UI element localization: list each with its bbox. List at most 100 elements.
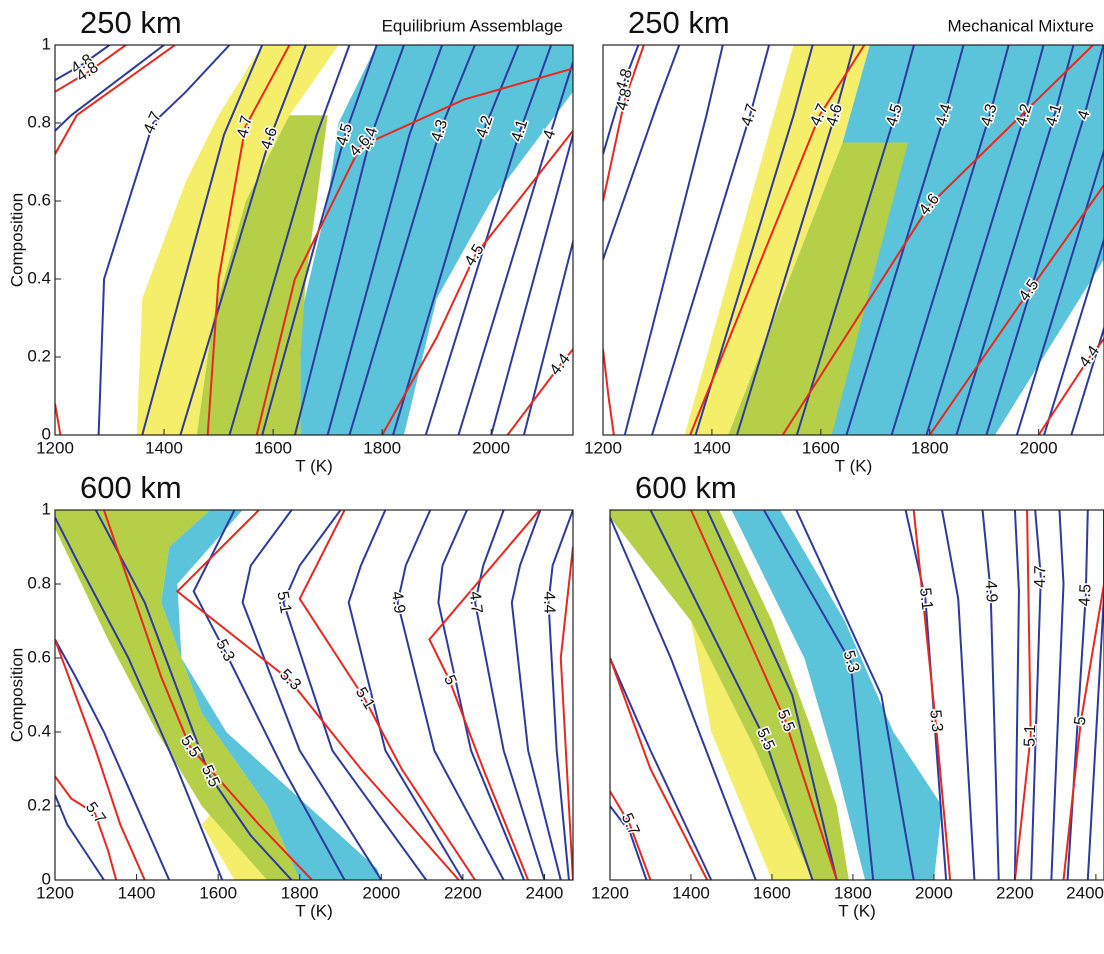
contour-line: [326, 45, 444, 435]
contour-line: [781, 45, 1094, 435]
contour-line: [904, 510, 948, 880]
y-axis-label: Composition: [7, 193, 26, 288]
panel-title: 250 km: [628, 5, 730, 40]
contour-line: [179, 45, 307, 435]
contour-label: 4.4: [359, 125, 381, 151]
contour-line: [610, 790, 652, 880]
x-tick-label: 1800: [281, 883, 319, 902]
contour-line: [94, 510, 293, 880]
contour-line: [689, 45, 866, 435]
contour-line: [955, 45, 1075, 435]
contour-line: [1062, 583, 1104, 880]
contour-line: [610, 657, 709, 880]
contour-line: [347, 510, 464, 880]
x-tick-label: 1600: [199, 883, 237, 902]
contour-line: [55, 45, 127, 93]
contour-line: [522, 237, 573, 435]
contour-line: [1013, 510, 1020, 880]
contour-label: 5.1: [1022, 724, 1040, 747]
contour-label: 4.5: [1076, 583, 1094, 606]
contour-line: [623, 45, 724, 435]
y-tick-label: 0.2: [27, 346, 51, 365]
x-axis-label: T (K): [295, 901, 332, 920]
region: [728, 142, 908, 435]
contour-line: [206, 45, 291, 435]
contour-line: [510, 510, 562, 880]
plot-frame: [54, 509, 574, 881]
contour-line: [649, 510, 814, 880]
contour-line: [55, 45, 176, 155]
region: [731, 510, 943, 880]
contour-line: [890, 45, 1010, 435]
contour-line: [603, 45, 640, 155]
region: [196, 115, 328, 435]
contour-line: [506, 348, 573, 435]
y-tick-label: 0.2: [27, 795, 51, 814]
contour-line: [55, 45, 111, 81]
x-tick-label: 1800: [363, 438, 401, 457]
contour-line: [985, 45, 1104, 435]
panel-title: 600 km: [80, 470, 182, 505]
contour-line: [261, 45, 378, 435]
y-tick-label: 0: [42, 869, 51, 888]
contour-line: [55, 516, 224, 880]
x-tick-label: 2200: [996, 883, 1034, 902]
region: [55, 510, 300, 880]
contour-line: [55, 775, 118, 880]
x-tick-label: 1800: [834, 883, 872, 902]
x-tick-label: 1600: [254, 438, 292, 457]
contour-line: [1037, 337, 1104, 435]
region: [610, 510, 849, 880]
contour-line: [282, 510, 427, 880]
contour-line: [55, 794, 105, 880]
contour-line: [603, 45, 681, 260]
contour-line: [1086, 510, 1104, 880]
contour-line: [255, 67, 573, 435]
panel-title: 600 km: [635, 470, 737, 505]
contour-line: [706, 510, 838, 880]
contour-line: [396, 510, 505, 880]
x-tick-label: 2000: [362, 883, 400, 902]
x-tick-label: 1400: [693, 438, 731, 457]
contour-label: 4.4: [540, 591, 558, 614]
x-tick-label: 1600: [802, 438, 840, 457]
contour-line: [610, 517, 757, 880]
region: [684, 45, 870, 435]
contour-line: [603, 349, 615, 435]
contour-line: [845, 45, 965, 435]
contour-line: [610, 805, 648, 880]
contour-line: [102, 510, 313, 880]
contour-line: [392, 45, 520, 435]
contour-line: [424, 45, 553, 435]
contour-line: [559, 546, 573, 880]
plot-frame: [609, 509, 1104, 881]
contour-label: 5.1: [273, 590, 294, 615]
panel-subtitle: Mechanical Mixture: [948, 16, 1094, 35]
contour-line: [55, 45, 165, 132]
contour-line: [490, 131, 573, 435]
contour-line: [55, 639, 146, 880]
region: [161, 510, 382, 880]
plot-area: 5.55.35.1 4.94.74.55.75.5 5.35.15: [610, 510, 1104, 880]
contour-label: 5.3: [926, 709, 945, 733]
x-tick-label: 2000: [472, 438, 510, 457]
contour-line: [457, 58, 573, 435]
x-tick-label: 1200: [36, 883, 74, 902]
x-axis-label: T (K): [835, 456, 872, 475]
x-tick-label: 2200: [444, 883, 482, 902]
contour-line: [1043, 236, 1104, 435]
x-tick-label: 1800: [911, 438, 949, 457]
x-tick-label: 1200: [584, 438, 622, 457]
contour-line: [55, 403, 62, 435]
y-tick-label: 0.6: [27, 647, 51, 666]
x-axis-label: T (K): [838, 901, 875, 920]
x-tick-label: 1200: [36, 438, 74, 457]
contour-line: [428, 510, 541, 880]
contour-line: [928, 183, 1104, 435]
contour-line: [381, 130, 573, 435]
x-tick-label: 1200: [591, 883, 629, 902]
x-tick-label: 1400: [118, 883, 156, 902]
